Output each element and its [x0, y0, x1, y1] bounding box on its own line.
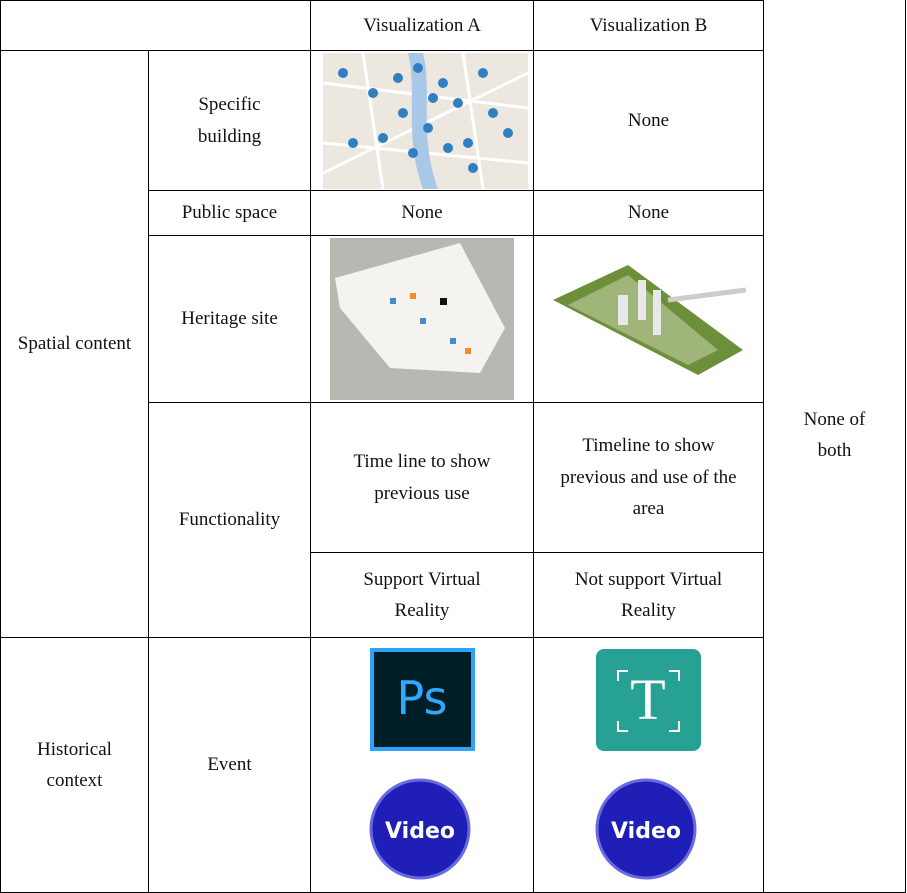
column-header: Visualization A: [310, 0, 534, 51]
row-label: Event: [148, 637, 311, 893]
cell: Not support Virtual Reality: [533, 552, 764, 638]
group-label: Spatial content: [0, 50, 149, 638]
icon-label: Video: [385, 819, 455, 844]
icon-label: Ps: [397, 671, 448, 725]
heritage-map: [330, 238, 514, 400]
map-image: [323, 53, 528, 189]
text-icon: T: [596, 649, 701, 751]
icon-label: T: [630, 667, 665, 732]
column-header: Visualization B: [533, 0, 764, 51]
row-label: Public space: [148, 190, 311, 236]
row-label: Heritage site: [148, 235, 311, 403]
row-label: Specific building: [148, 50, 311, 191]
cell: Time line to show previous use: [310, 402, 534, 553]
icon-label: Video: [611, 819, 681, 844]
photoshop-icon: Ps: [370, 648, 475, 751]
cell: Support Virtual Reality: [310, 552, 534, 638]
cell: Timeline to show previous and use of the…: [533, 402, 764, 553]
row-label: Functionality: [148, 402, 311, 638]
3d-model: [553, 265, 746, 375]
cell: None: [310, 190, 534, 236]
video-icon: Video: [369, 778, 471, 880]
cell: None: [533, 190, 764, 236]
video-icon: Video: [595, 778, 697, 880]
cell: None: [533, 50, 764, 191]
note-cell: None of both: [763, 0, 906, 893]
group-label: Historical context: [0, 637, 149, 893]
empty-cell: [0, 0, 311, 51]
